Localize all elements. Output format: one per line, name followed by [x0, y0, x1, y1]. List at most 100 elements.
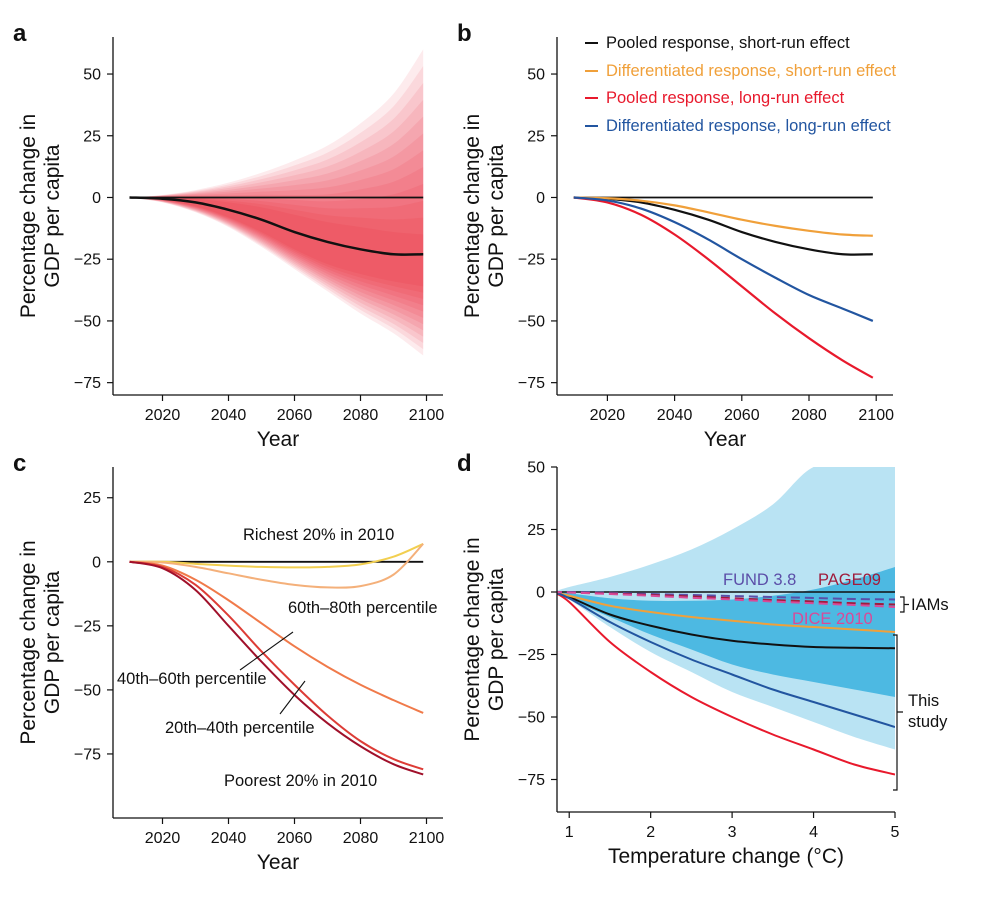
- x-tick-label: 2: [646, 824, 655, 841]
- label-dice: DICE 2010: [792, 610, 873, 628]
- distribution-band: [129, 49, 424, 356]
- quintile-line: [129, 560, 424, 776]
- y-axis-title-line1: Percentage change in: [461, 114, 484, 318]
- leader-line-20-40: [279, 680, 306, 715]
- distribution-band: [129, 196, 424, 293]
- y-tick-label: −75: [74, 746, 101, 763]
- iams-bracket: [900, 596, 909, 613]
- label-fund: FUND 3.8: [723, 571, 796, 589]
- y-axis-title-line2: GDP per capita: [485, 144, 508, 288]
- distribution-band: [129, 66, 424, 350]
- x-axis-title: Year: [257, 428, 299, 451]
- legend-entry: Pooled response, long-run effect: [606, 89, 845, 107]
- series-line-red: [573, 196, 874, 379]
- distribution-band: [129, 133, 424, 325]
- y-tick-label: 0: [536, 585, 545, 602]
- x-tick-label: 1: [565, 824, 574, 841]
- y-tick-label: −25: [74, 252, 101, 269]
- label-page09: PAGE09: [818, 571, 881, 589]
- x-tick-label: 5: [891, 824, 900, 841]
- quintile-line: [129, 560, 424, 771]
- distribution-band: [129, 116, 424, 331]
- uncertainty-bands: [129, 49, 424, 356]
- y-tick-label: −75: [74, 375, 101, 392]
- quintile-line: [129, 542, 424, 569]
- panel-c: Richest 20% in 2010 60th–80th percentile 4…: [13, 450, 444, 874]
- x-tick-label: 2020: [145, 407, 181, 424]
- y-tick-label: 50: [527, 460, 545, 477]
- distribution-band: [129, 184, 424, 306]
- y-tick-label: 50: [83, 67, 101, 84]
- x-tick-label: 2040: [657, 407, 693, 424]
- annotation-60-80: 60th–80th percentile: [288, 599, 438, 617]
- median-line: [129, 196, 424, 256]
- series-line-orange: [557, 591, 895, 633]
- quintile-line: [129, 543, 424, 589]
- x-tick-label: 2020: [590, 407, 626, 424]
- y-axis-title-line2: GDP per capita: [485, 568, 508, 712]
- band-dark: [557, 567, 895, 697]
- x-tick-label: 2040: [211, 407, 247, 424]
- y-axis-title-line2: GDP per capita: [41, 571, 64, 715]
- x-axis-title: Year: [704, 428, 746, 451]
- y-tick-label: −50: [518, 313, 545, 330]
- x-tick-label: 2100: [409, 407, 445, 424]
- x-axis-title: Year: [257, 851, 299, 874]
- x-axis-title: Temperature change (°C): [608, 845, 844, 868]
- x-tick-label: 2040: [211, 830, 247, 847]
- x-tick-label: 3: [728, 824, 737, 841]
- y-tick-label: 25: [527, 128, 545, 145]
- annotation-richest: Richest 20% in 2010: [243, 526, 394, 544]
- x-tick-label: 2020: [145, 830, 181, 847]
- series-line-blue: [557, 592, 895, 728]
- legend-entry: Differentiated response, short-run effec…: [606, 62, 897, 80]
- series-line-black: [557, 591, 895, 650]
- y-axis-title-line1: Percentage change in: [17, 540, 40, 744]
- panel-letter: c: [13, 450, 26, 477]
- uncertainty-bands: [557, 467, 895, 750]
- y-tick-label: −50: [74, 682, 101, 699]
- series-line-dice: [557, 591, 895, 608]
- distribution-band: [129, 150, 424, 318]
- y-tick-label: 0: [92, 190, 101, 207]
- y-tick-label: −75: [518, 375, 545, 392]
- quintile-line: [129, 560, 424, 714]
- y-tick-label: 25: [83, 490, 101, 507]
- y-tick-label: 0: [536, 190, 545, 207]
- y-tick-label: 0: [92, 554, 101, 571]
- x-tick-label: 2100: [858, 407, 894, 424]
- distribution-band: [129, 83, 424, 343]
- annotation-20-40: 20th–40th percentile: [165, 719, 315, 737]
- y-tick-label: −75: [518, 772, 545, 789]
- legend-entry: Pooled response, short-run effect: [606, 34, 850, 52]
- y-axis-title-line2: GDP per capita: [41, 144, 64, 288]
- this-study-bracket: [893, 634, 903, 791]
- y-axis-title-line1: Percentage change in: [461, 537, 484, 741]
- panel-letter: d: [457, 450, 472, 477]
- label-this-study-2: study: [908, 713, 948, 731]
- annotation-poorest: Poorest 20% in 2010: [224, 772, 377, 790]
- legend-entry: Differentiated response, long-run effect: [606, 117, 891, 135]
- distribution-band: [129, 196, 424, 287]
- x-tick-label: 2060: [277, 830, 313, 847]
- y-tick-label: −25: [518, 647, 545, 664]
- y-tick-label: 25: [83, 128, 101, 145]
- panel-a: 50 25 0 −25 −50 −75 2020 2040 2060 2080 2100 Year Pe…: [13, 20, 444, 451]
- label-iams: IAMs: [911, 596, 949, 614]
- x-tick-label: 2100: [409, 830, 445, 847]
- panel-b: Pooled response, short-run effect Differe…: [457, 20, 897, 451]
- y-tick-label: −50: [74, 313, 101, 330]
- y-axis-title-line1: Percentage change in: [17, 114, 40, 318]
- y-tick-label: 50: [527, 67, 545, 84]
- series-line-orange: [573, 196, 873, 237]
- y-tick-label: −50: [518, 710, 545, 727]
- y-tick-label: −25: [74, 618, 101, 635]
- x-tick-label: 4: [809, 824, 818, 841]
- x-tick-label: 2080: [791, 407, 827, 424]
- panel-letter: b: [457, 20, 472, 47]
- y-tick-label: −25: [518, 252, 545, 269]
- y-tick-label: 25: [527, 522, 545, 539]
- leader-line-40-60: [239, 631, 294, 671]
